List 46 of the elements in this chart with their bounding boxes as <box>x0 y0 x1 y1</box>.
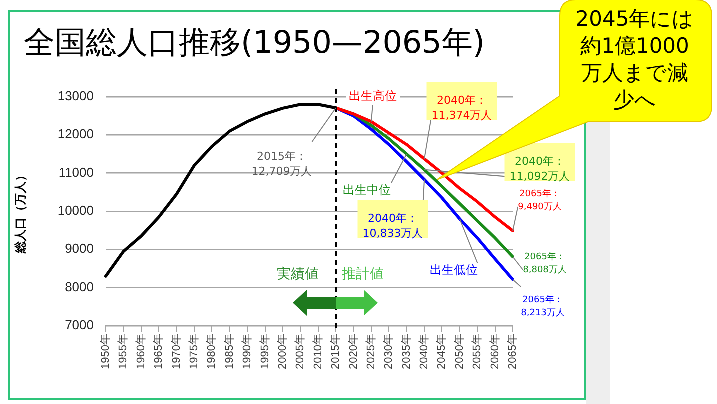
y-tick-label: 11000 <box>58 164 94 180</box>
x-tick-label: 2040年 <box>418 334 431 370</box>
x-tick-label: 2000年 <box>276 334 289 370</box>
x-tick-label: 1985年 <box>224 334 236 370</box>
y-tick-label: 7000 <box>65 318 94 333</box>
text: 出生中位 <box>343 183 391 198</box>
x-tick-label: 1960年 <box>135 334 148 370</box>
x-tick-label: 1955年 <box>118 334 130 370</box>
chart-title: 全国総人口推移(1950—2065年) <box>24 25 485 62</box>
x-tick-label: 2035年 <box>400 334 413 370</box>
annotation: 推計値 <box>342 266 384 283</box>
y-tick-label: 10000 <box>58 203 94 218</box>
series-label: 出生低位 <box>430 263 478 278</box>
x-tick-label: 1970年 <box>170 334 183 370</box>
x-tick-label: 2010年 <box>312 334 324 370</box>
x-tick-label: 1975年 <box>188 334 201 370</box>
text: 2045年には約1億1000万人まで減少へ <box>574 6 696 114</box>
y-tick-label: 8000 <box>65 279 94 294</box>
annotation: 2065年：9,490万人 <box>518 188 562 212</box>
y-tick-label: 12000 <box>58 126 94 142</box>
x-tick-label: 2055年 <box>472 334 484 370</box>
x-tick-label: 1980年 <box>206 334 218 370</box>
annotation: 2040年：11,092万人 <box>510 154 570 183</box>
series-label: 出生高位 <box>349 89 397 104</box>
x-tick-label: 2020年 <box>348 334 360 370</box>
annotation: 実績値 <box>277 266 319 283</box>
x-tick-label: 1965年 <box>153 334 166 370</box>
y-tick-label: 13000 <box>58 88 94 104</box>
annotation: 2065年：8,808万人 <box>523 251 567 276</box>
x-tick-label: 1995年 <box>259 334 272 370</box>
y-axis-title: 総人口（万人） <box>14 170 28 254</box>
annotation: 2040年：10,833万人 <box>362 212 424 240</box>
annotation: 2040年：11,374万人 <box>432 94 492 122</box>
annotation: 2065年：8,213万人 <box>521 294 565 318</box>
x-tick-label: 1950年 <box>100 334 112 370</box>
x-tick-label: 2065年 <box>507 334 520 370</box>
x-tick-label: 2025年 <box>365 334 378 370</box>
annotation: 2015年：12,709万人 <box>252 150 312 178</box>
x-tick-label: 2045年 <box>436 334 448 370</box>
x-tick-label: 2060年 <box>489 334 502 370</box>
y-tick-label: 9000 <box>65 241 94 256</box>
x-tick-label: 2050年 <box>454 334 466 370</box>
x-tick-label: 2005年 <box>294 334 307 370</box>
x-tick-label: 2030年 <box>383 334 396 370</box>
x-tick-label: 2015年 <box>330 334 342 370</box>
x-tick-label: 1990年 <box>242 334 254 370</box>
